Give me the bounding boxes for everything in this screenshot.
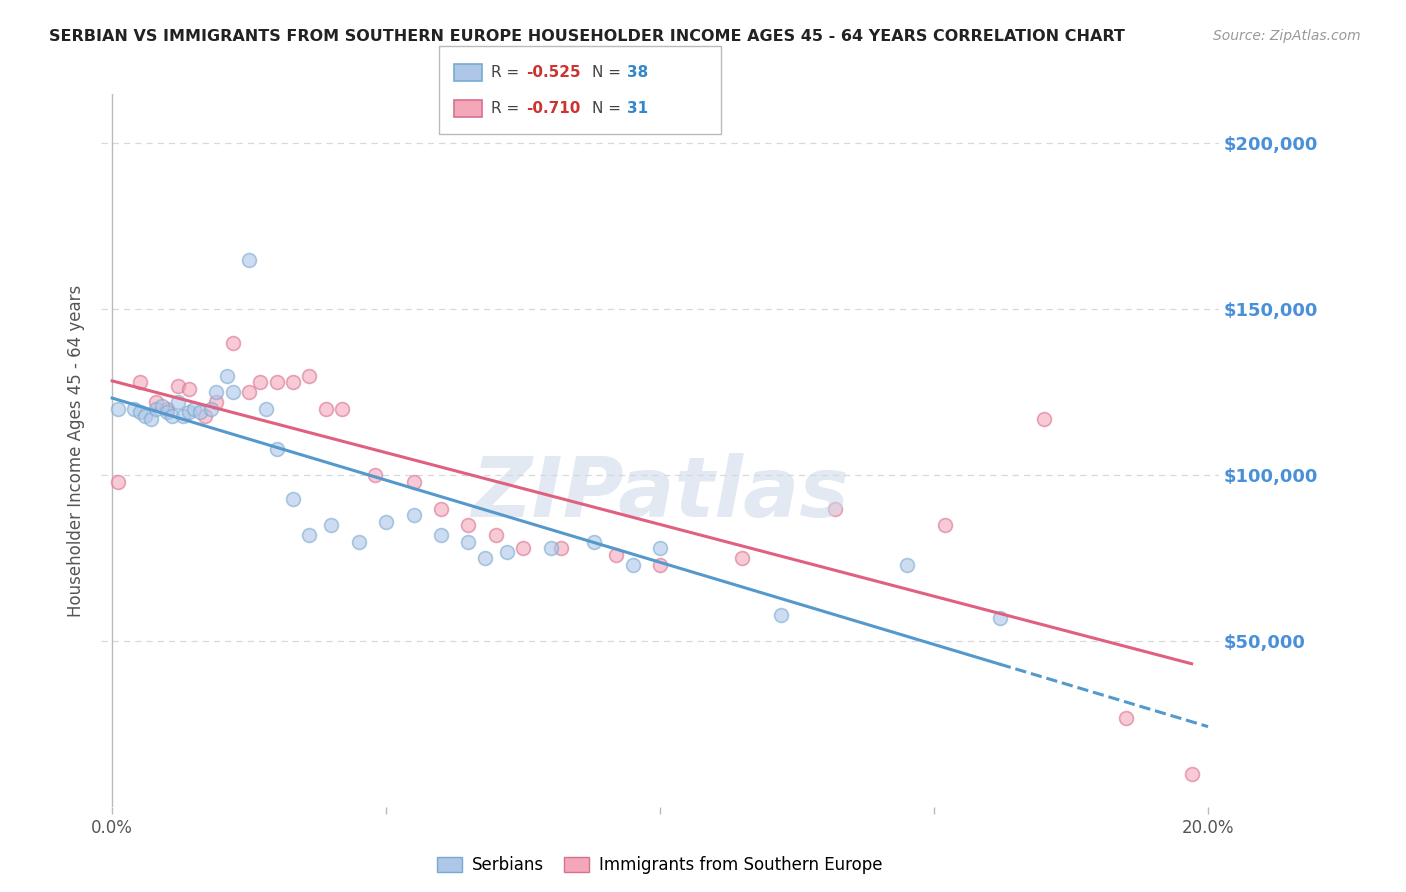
Point [222, 385, 245, 400]
Text: N =: N = [592, 64, 626, 79]
Text: R =: R = [491, 64, 524, 79]
Point [107, 401, 129, 416]
Point [145, 395, 167, 409]
Point [172, 409, 194, 423]
Point [485, 528, 508, 542]
Point [249, 376, 271, 390]
Point [177, 382, 200, 396]
Point [315, 401, 337, 416]
Text: Source: ZipAtlas.com: Source: ZipAtlas.com [1213, 29, 1361, 43]
Point [1181, 767, 1204, 781]
Text: -0.710: -0.710 [526, 101, 581, 116]
Point [254, 401, 277, 416]
Point [495, 544, 517, 558]
Point [988, 611, 1011, 625]
Point [238, 252, 260, 267]
Point [298, 528, 321, 542]
Point [122, 401, 145, 416]
Point [150, 399, 173, 413]
Point [162, 409, 184, 423]
Point [139, 412, 162, 426]
Point [167, 378, 190, 392]
Point [457, 518, 479, 533]
Point [375, 515, 398, 529]
Text: R =: R = [491, 101, 524, 116]
Point [430, 528, 453, 542]
Point [205, 385, 228, 400]
Point [156, 405, 179, 419]
Point [222, 335, 245, 350]
Point [731, 551, 754, 566]
Y-axis label: Householder Income Ages 45 - 64 years: Householder Income Ages 45 - 64 years [67, 285, 86, 616]
Point [177, 405, 200, 419]
Text: 31: 31 [627, 101, 648, 116]
Point [457, 534, 479, 549]
Point [550, 541, 572, 556]
Text: SERBIAN VS IMMIGRANTS FROM SOUTHERN EUROPE HOUSEHOLDER INCOME AGES 45 - 64 YEARS: SERBIAN VS IMMIGRANTS FROM SOUTHERN EURO… [49, 29, 1125, 44]
Point [402, 475, 425, 489]
Legend: Serbians, Immigrants from Southern Europe: Serbians, Immigrants from Southern Europ… [430, 850, 890, 881]
Point [134, 409, 156, 423]
Point [347, 534, 370, 549]
Text: N =: N = [592, 101, 626, 116]
Point [183, 401, 205, 416]
Point [156, 401, 179, 416]
Point [128, 376, 150, 390]
Point [145, 401, 167, 416]
Point [167, 395, 190, 409]
Point [621, 558, 644, 572]
Point [217, 368, 239, 383]
Point [321, 518, 343, 533]
Point [194, 409, 217, 423]
Point [107, 475, 129, 489]
Point [238, 385, 260, 400]
Point [769, 607, 792, 622]
Point [583, 534, 606, 549]
Point [364, 468, 387, 483]
Point [200, 401, 222, 416]
Text: -0.525: -0.525 [526, 64, 581, 79]
Point [605, 548, 627, 562]
Point [474, 551, 496, 566]
Point [512, 541, 534, 556]
Point [1115, 711, 1137, 725]
Point [824, 501, 846, 516]
Point [402, 508, 425, 523]
Point [205, 395, 228, 409]
Point [281, 491, 304, 506]
Point [128, 405, 150, 419]
Point [648, 558, 672, 572]
Point [896, 558, 918, 572]
Point [188, 405, 211, 419]
Point [266, 442, 288, 456]
Point [281, 376, 304, 390]
Point [430, 501, 453, 516]
Point [298, 368, 321, 383]
Point [330, 401, 353, 416]
Point [1032, 412, 1054, 426]
Point [648, 541, 672, 556]
Text: ZIPatlas: ZIPatlas [471, 453, 849, 533]
Point [934, 518, 956, 533]
Point [540, 541, 562, 556]
Point [266, 376, 288, 390]
Text: 38: 38 [627, 64, 648, 79]
